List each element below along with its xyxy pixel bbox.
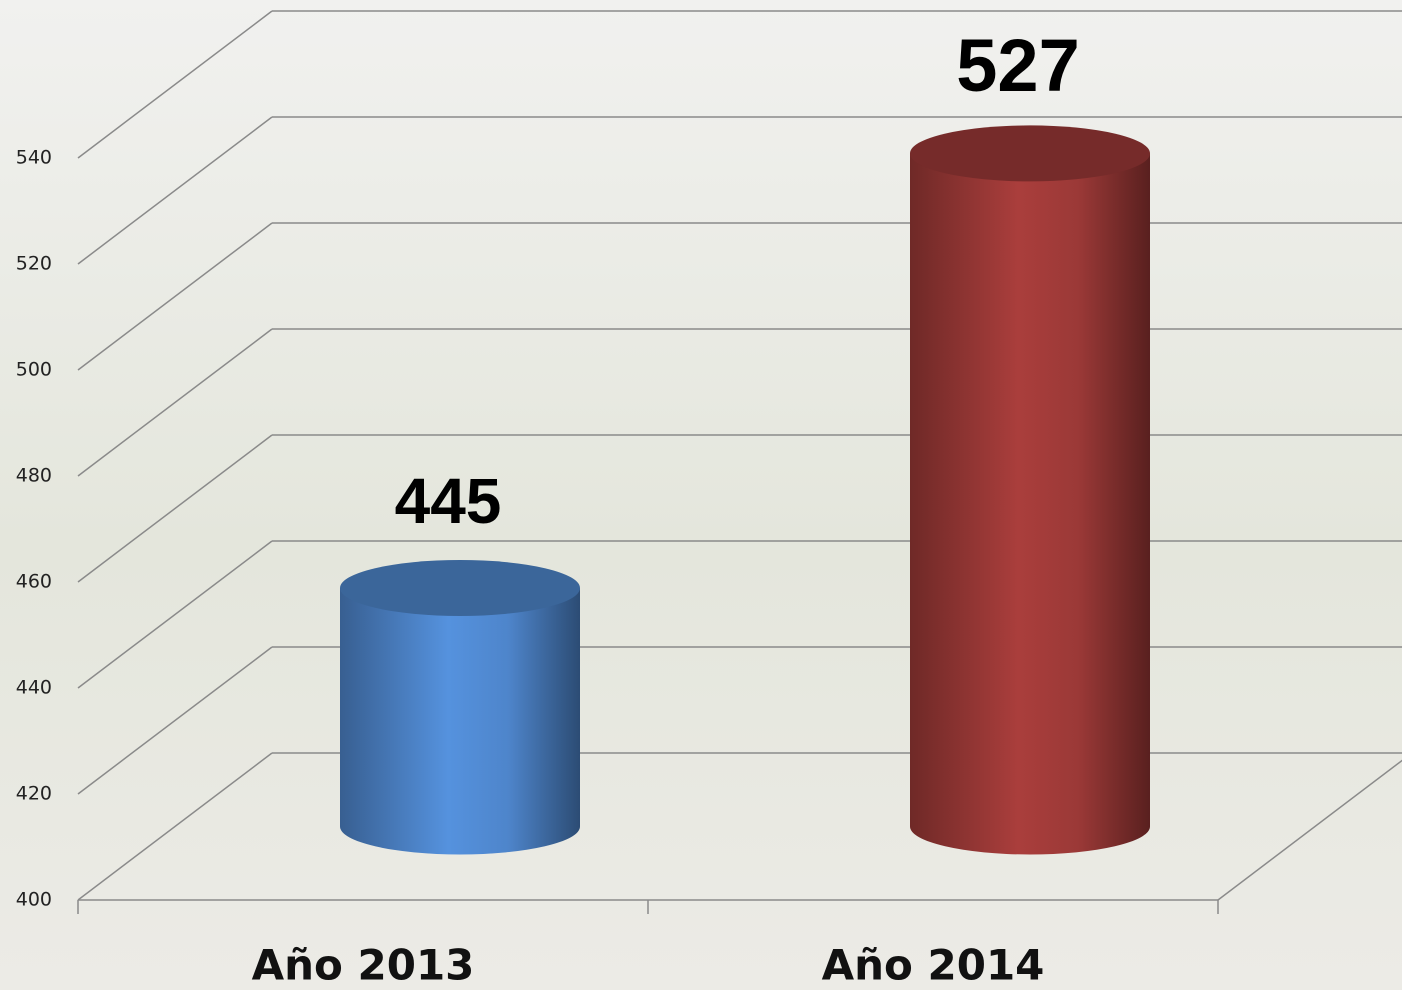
grid-line-side (77, 752, 273, 901)
cylinder-top (340, 560, 580, 616)
y-tick-label: 420 (16, 783, 52, 805)
grid-line-side (77, 328, 273, 477)
floor-edge (1217, 759, 1402, 901)
grid-line-side (77, 116, 273, 265)
cylinder-body (340, 588, 580, 855)
grid-line-side (77, 434, 273, 583)
x-tick-label: Año 2014 (822, 941, 1045, 990)
y-tick-label: 460 (16, 571, 52, 593)
y-tick-label: 400 (16, 889, 52, 911)
cylinder-body (910, 153, 1150, 855)
y-tick-label: 540 (16, 147, 52, 169)
y-tick-label: 500 (16, 359, 52, 381)
x-tick-label: Año 2013 (252, 941, 475, 990)
y-tick-label: 480 (16, 465, 52, 487)
value-label: 445 (395, 465, 502, 537)
y-tick-label: 520 (16, 253, 52, 275)
grid-line-side (77, 540, 273, 689)
y-tick-label: 440 (16, 677, 52, 699)
cylinder-top (910, 125, 1150, 182)
value-label: 527 (956, 24, 1079, 107)
grid-line-side (77, 222, 273, 371)
grid-line-side (77, 646, 273, 795)
grid-line-side (77, 10, 273, 159)
